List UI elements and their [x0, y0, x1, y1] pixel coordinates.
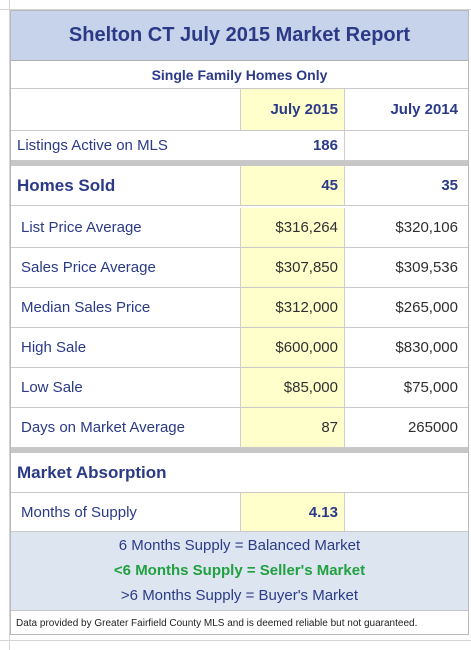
months-supply-prior-blank — [345, 493, 468, 531]
metric-label: Days on Market Average — [21, 419, 185, 436]
listings-current: 186 — [240, 131, 345, 160]
homes-sold-label: Homes Sold — [17, 175, 116, 195]
metric-current: $85,000 — [240, 368, 345, 407]
section-divider — [11, 448, 468, 453]
report-subtitle: Single Family Homes Only — [11, 61, 468, 89]
metric-row-high-sale: High Sale $600,000 $830,000 — [11, 328, 468, 368]
metric-current: $307,850 — [240, 248, 345, 287]
metric-row-median-price: Median Sales Price $312,000 $265,000 — [11, 288, 468, 328]
metric-prior: $830,000 — [395, 339, 458, 356]
homes-sold-prior: 35 — [441, 177, 458, 194]
metric-prior: $309,536 — [395, 259, 458, 276]
column-header-july-2015: July 2015 — [240, 89, 345, 130]
grid-line — [0, 9, 471, 10]
data-disclaimer: Data provided by Greater Fairfield Count… — [16, 617, 418, 629]
homes-sold-row: Homes Sold 45 35 — [11, 166, 468, 206]
grid-line — [9, 0, 10, 650]
metric-label: Median Sales Price — [21, 299, 151, 316]
market-absorption-label: Market Absorption — [17, 462, 167, 482]
months-supply-value: 4.13 — [240, 493, 345, 531]
metric-current: 87 — [240, 408, 345, 447]
months-supply-label: Months of Supply — [21, 503, 137, 521]
months-supply-row: Months of Supply 4.13 — [11, 493, 468, 532]
column-header-row: July 2015 July 2014 — [11, 89, 468, 131]
listings-label: Listings Active on MLS — [17, 137, 168, 154]
metric-prior: $265,000 — [395, 299, 458, 316]
grid-line — [0, 640, 471, 641]
homes-sold-current: 45 — [240, 166, 345, 205]
section-divider — [11, 161, 468, 166]
metric-row-sales-price: Sales Price Average $307,850 $309,536 — [11, 248, 468, 288]
market-absorption-row: Market Absorption — [11, 453, 468, 493]
supply-legend: 6 Months Supply = Balanced Market <6 Mon… — [11, 532, 468, 611]
metric-label: High Sale — [21, 339, 87, 356]
metric-label: List Price Average — [21, 219, 142, 236]
metric-current: $312,000 — [240, 288, 345, 327]
metric-prior: $320,106 — [395, 219, 458, 236]
supply-note-sellers: <6 Months Supply = Seller's Market — [113, 562, 366, 579]
metric-row-days-on-market: Days on Market Average 87 265000 — [11, 408, 468, 448]
metric-current: $600,000 — [240, 328, 345, 367]
market-report: Shelton CT July 2015 Market Report Singl… — [10, 10, 469, 635]
metric-current: $316,264 — [240, 208, 345, 247]
listings-row: Listings Active on MLS 186 — [11, 131, 468, 161]
supply-note-buyers: >6 Months Supply = Buyer's Market — [120, 587, 359, 604]
listings-prior — [345, 131, 468, 160]
metric-label: Low Sale — [21, 379, 83, 396]
metric-row-low-sale: Low Sale $85,000 $75,000 — [11, 368, 468, 408]
supply-note-balanced: 6 Months Supply = Balanced Market — [118, 537, 361, 554]
column-header-july-2014: July 2014 — [390, 101, 458, 118]
metric-row-list-price: List Price Average $316,264 $320,106 — [11, 208, 468, 248]
metric-prior: 265000 — [407, 419, 458, 436]
metric-prior: $75,000 — [403, 379, 458, 396]
metric-label: Sales Price Average — [21, 259, 156, 276]
report-title: Shelton CT July 2015 Market Report — [11, 11, 468, 61]
header-blank-cell — [11, 89, 240, 130]
